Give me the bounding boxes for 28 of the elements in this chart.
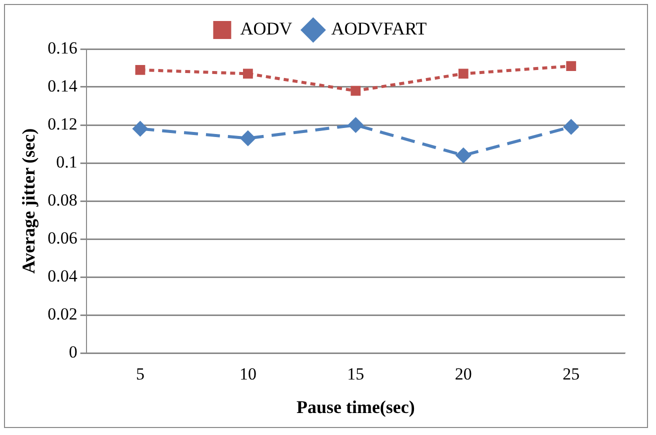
point (350, 86, 361, 96)
y-tick-label: 0.08 (48, 190, 78, 210)
point (455, 147, 472, 164)
x-tick-label: 10 (239, 364, 256, 384)
point (563, 118, 580, 135)
y-tick-label: 0.06 (48, 228, 78, 248)
legend-label: AODVFART (331, 18, 427, 39)
y-tick-label: 0.02 (48, 304, 78, 324)
point (132, 120, 148, 137)
y-tick-label: 0.1 (56, 152, 78, 172)
point (135, 64, 146, 75)
x-tick-label: 5 (136, 364, 144, 384)
y-tick-label: 0.14 (48, 76, 78, 96)
x-tick-label: 25 (562, 364, 580, 384)
point (566, 61, 576, 72)
legend-label: AODV (240, 18, 292, 39)
x-tick-label: 15 (347, 364, 364, 384)
y-tick-label: 0.04 (48, 266, 78, 286)
point (458, 68, 468, 79)
point (242, 68, 253, 79)
x-axis-title: Pause time(sec) (296, 396, 415, 417)
point (240, 130, 256, 146)
y-tick-label: 0.16 (48, 38, 78, 58)
y-tick-label: 0.12 (48, 114, 78, 134)
point (348, 117, 364, 133)
y-tick-label: 0 (68, 342, 78, 362)
x-tick-label: 20 (454, 364, 472, 384)
y-axis-title: Average jitter (sec) (18, 128, 38, 274)
